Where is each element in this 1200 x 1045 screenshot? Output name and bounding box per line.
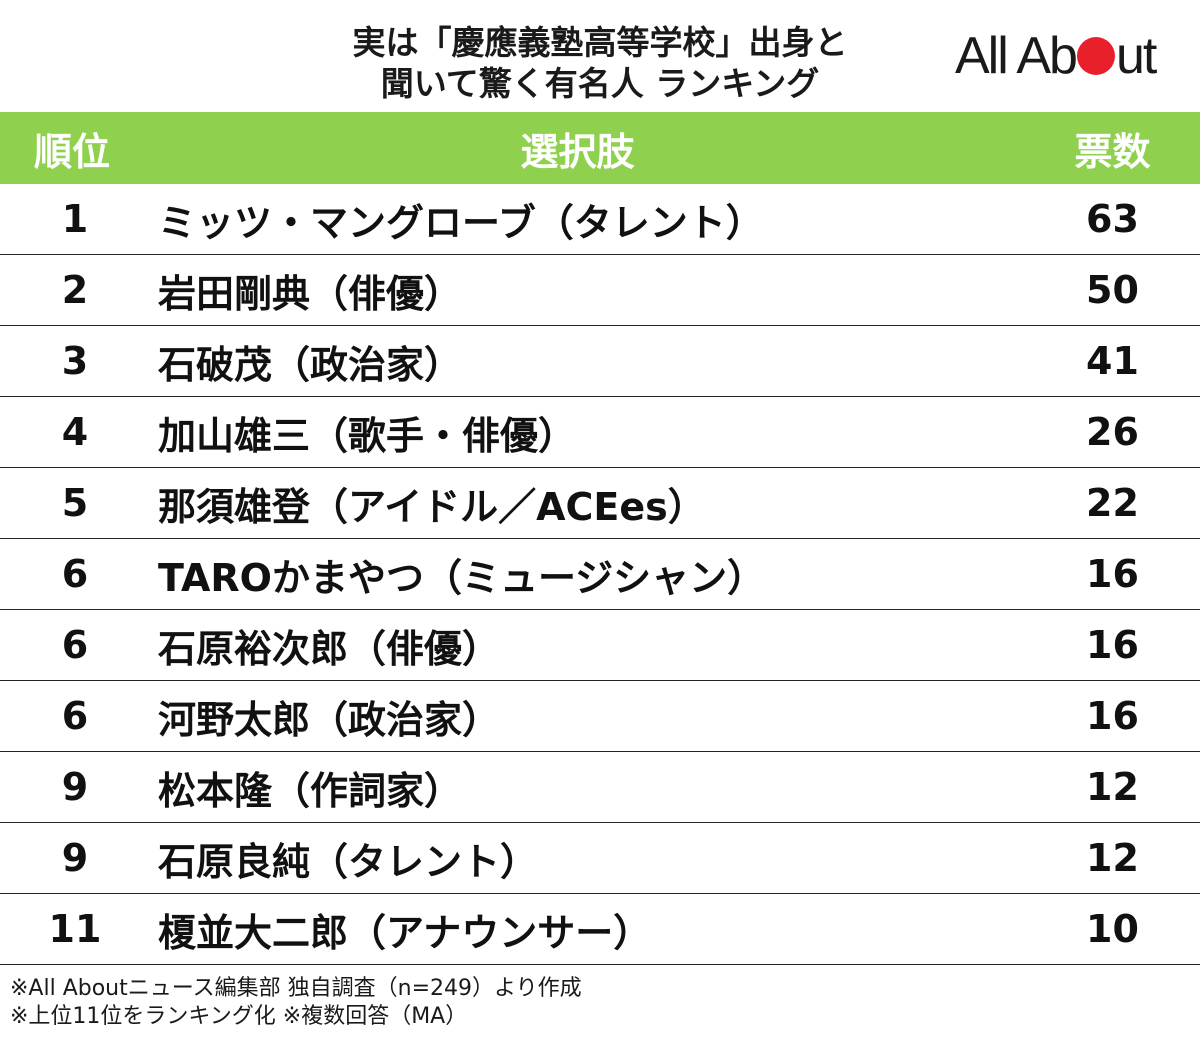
chart-title-line1: 実は「慶應義塾高等学校」出身と bbox=[352, 23, 848, 62]
column-header-rank: 順位 bbox=[34, 129, 111, 174]
option-cell: 石原裕次郎（俳優） bbox=[158, 626, 501, 671]
column-header-option: 選択肢 bbox=[520, 129, 635, 174]
table-row: 2 岩田剛典（俳優） 50 bbox=[0, 255, 1200, 326]
table-header-row: 順位 選択肢 票数 bbox=[0, 112, 1200, 184]
logo-text-right: ut bbox=[1115, 27, 1157, 85]
table-row: 9 石原良純（タレント） 12 bbox=[0, 823, 1200, 894]
rank-cell: 9 bbox=[61, 765, 89, 809]
votes-cell: 16 bbox=[1086, 694, 1139, 738]
table-row: 6 TAROかまやつ（ミュージシャン） 16 bbox=[0, 539, 1200, 610]
rank-cell: 2 bbox=[61, 268, 89, 312]
footer-notes: ※All Aboutニュース編集部 独自調査（n=249）より作成 ※上位11位… bbox=[10, 975, 582, 1031]
table-row: 4 加山雄三（歌手・俳優） 26 bbox=[0, 397, 1200, 468]
votes-cell: 16 bbox=[1086, 552, 1139, 596]
rank-cell: 3 bbox=[61, 339, 89, 383]
rank-cell: 6 bbox=[61, 552, 89, 596]
votes-cell: 10 bbox=[1086, 907, 1139, 951]
option-cell: 石原良純（タレント） bbox=[158, 839, 539, 884]
ranking-table: 順位 選択肢 票数 1 ミッツ・マングローブ（タレント） 63 2 岩田剛典（俳優） 50… bbox=[0, 112, 1200, 965]
votes-cell: 22 bbox=[1086, 481, 1139, 525]
footer-note-method: ※上位11位をランキング化 ※複数回答（MA） bbox=[10, 1004, 468, 1029]
chart-title: 実は「慶應義塾高等学校」出身と 聞いて驚く有名人 ランキング bbox=[250, 22, 950, 104]
option-cell: 松本隆（作詞家） bbox=[158, 768, 463, 813]
option-cell: 那須雄登（アイドル／ACEes） bbox=[158, 484, 706, 529]
rank-cell: 11 bbox=[48, 907, 102, 951]
option-cell: 岩田剛典（俳優） bbox=[158, 271, 463, 316]
votes-cell: 16 bbox=[1086, 623, 1139, 667]
table-row: 3 石破茂（政治家） 41 bbox=[0, 326, 1200, 397]
logo-text-left: All Ab bbox=[955, 27, 1078, 85]
table-body: 1 ミッツ・マングローブ（タレント） 63 2 岩田剛典（俳優） 50 3 石破茂（政治家） 4… bbox=[0, 184, 1200, 965]
logo-red-dot-icon bbox=[1076, 37, 1115, 75]
votes-cell: 50 bbox=[1086, 268, 1139, 312]
rank-cell: 6 bbox=[61, 623, 89, 667]
allabout-logo: All Ab ut bbox=[955, 26, 1157, 86]
rank-cell: 5 bbox=[61, 481, 89, 525]
table-row: 6 河野太郎（政治家） 16 bbox=[0, 681, 1200, 752]
table-row: 6 石原裕次郎（俳優） 16 bbox=[0, 610, 1200, 681]
table-row: 1 ミッツ・マングローブ（タレント） 63 bbox=[0, 184, 1200, 255]
chart-header: 実は「慶應義塾高等学校」出身と 聞いて驚く有名人 ランキング All Ab ut bbox=[0, 0, 1200, 112]
option-cell: 加山雄三（歌手・俳優） bbox=[158, 413, 577, 458]
votes-cell: 12 bbox=[1086, 836, 1139, 880]
option-cell: TAROかまやつ（ミュージシャン） bbox=[158, 555, 766, 600]
chart-title-line2: 聞いて驚く有名人 ランキング bbox=[380, 64, 820, 103]
votes-cell: 12 bbox=[1086, 765, 1139, 809]
option-cell: 河野太郎（政治家） bbox=[158, 697, 501, 742]
option-cell: 榎並大二郎（アナウンサー） bbox=[158, 910, 652, 955]
option-cell: 石破茂（政治家） bbox=[158, 342, 463, 387]
table-row: 11 榎並大二郎（アナウンサー） 10 bbox=[0, 894, 1200, 965]
rank-cell: 9 bbox=[61, 836, 89, 880]
table-row: 5 那須雄登（アイドル／ACEes） 22 bbox=[0, 468, 1200, 539]
footer-note-source: ※All Aboutニュース編集部 独自調査（n=249）より作成 bbox=[10, 976, 582, 1001]
votes-cell: 26 bbox=[1086, 410, 1139, 454]
option-cell: ミッツ・マングローブ（タレント） bbox=[158, 200, 764, 245]
rank-cell: 1 bbox=[61, 197, 89, 241]
column-header-votes: 票数 bbox=[1074, 129, 1151, 174]
votes-cell: 63 bbox=[1086, 197, 1139, 241]
rank-cell: 6 bbox=[61, 694, 89, 738]
table-row: 9 松本隆（作詞家） 12 bbox=[0, 752, 1200, 823]
votes-cell: 41 bbox=[1086, 339, 1139, 383]
rank-cell: 4 bbox=[61, 410, 89, 454]
